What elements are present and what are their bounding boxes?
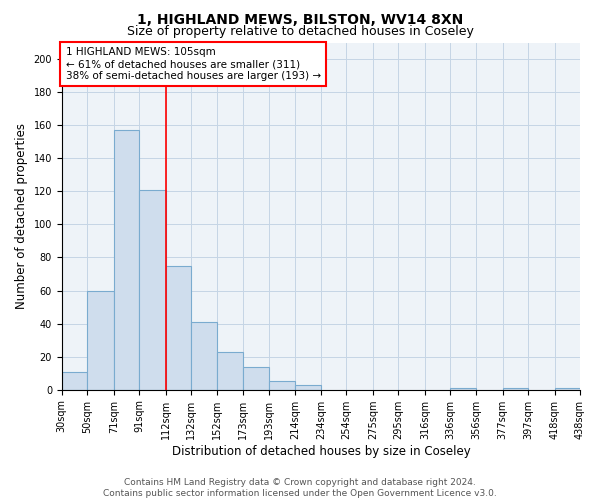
Bar xyxy=(217,352,244,390)
Bar xyxy=(554,388,580,390)
Text: Contains HM Land Registry data © Crown copyright and database right 2024.
Contai: Contains HM Land Registry data © Crown c… xyxy=(103,478,497,498)
Bar xyxy=(269,382,295,390)
Text: Size of property relative to detached houses in Coseley: Size of property relative to detached ho… xyxy=(127,25,473,38)
Bar xyxy=(166,266,191,390)
Bar xyxy=(244,366,269,390)
Bar xyxy=(451,388,476,390)
Text: 1, HIGHLAND MEWS, BILSTON, WV14 8XN: 1, HIGHLAND MEWS, BILSTON, WV14 8XN xyxy=(137,12,463,26)
Bar xyxy=(295,385,321,390)
Bar xyxy=(503,388,528,390)
Bar xyxy=(114,130,139,390)
Bar xyxy=(62,372,87,390)
X-axis label: Distribution of detached houses by size in Coseley: Distribution of detached houses by size … xyxy=(172,444,470,458)
Y-axis label: Number of detached properties: Number of detached properties xyxy=(15,123,28,309)
Bar xyxy=(191,322,217,390)
Text: 1 HIGHLAND MEWS: 105sqm
← 61% of detached houses are smaller (311)
38% of semi-d: 1 HIGHLAND MEWS: 105sqm ← 61% of detache… xyxy=(65,48,321,80)
Bar xyxy=(87,290,114,390)
Bar xyxy=(139,190,166,390)
